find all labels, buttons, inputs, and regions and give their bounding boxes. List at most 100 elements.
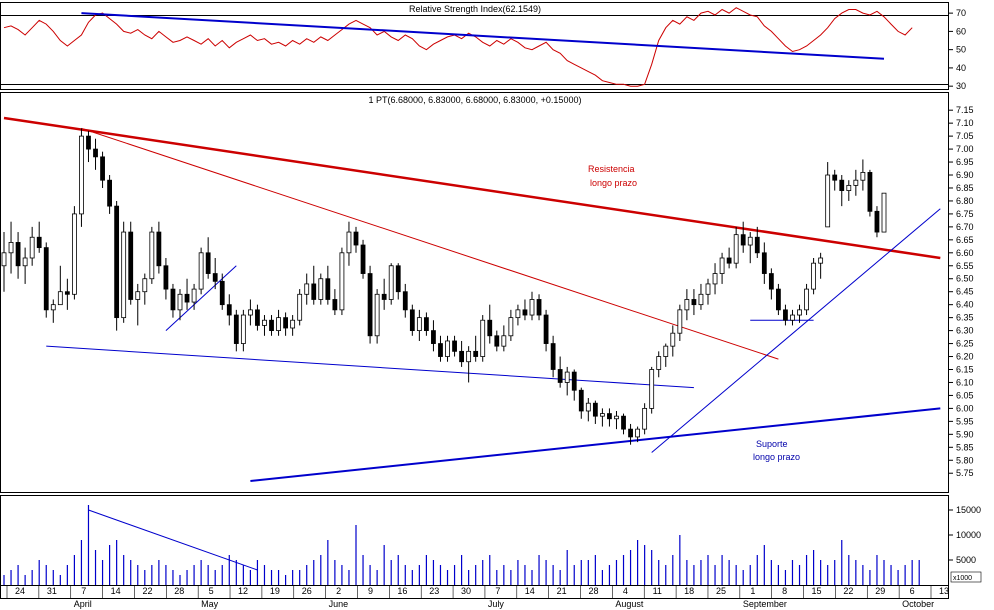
resistance-annotation-line2: longo prazo — [590, 178, 637, 188]
x-month-label: July — [488, 599, 505, 609]
candle-body — [149, 231, 155, 280]
x-tick-label: 11 — [653, 586, 662, 596]
candle-body — [494, 335, 500, 347]
candle-body — [255, 309, 260, 326]
price-tick-label: 6.85 — [956, 183, 974, 193]
small-channel-line — [165, 265, 237, 331]
candle-body — [557, 369, 563, 383]
price-panel-frame — [0, 92, 949, 493]
x-tick-label: 7 — [495, 586, 500, 596]
x-tick-label: 14 — [111, 586, 121, 596]
candle-body — [205, 252, 211, 274]
candle-body — [135, 291, 141, 300]
candle-body — [142, 278, 148, 293]
price-tick-label: 7.05 — [956, 131, 974, 141]
price-tick-label: 6.75 — [956, 209, 974, 219]
candle-body — [64, 291, 70, 295]
x-tick-label: 22 — [843, 586, 853, 596]
price-tick-label: 6.60 — [956, 248, 974, 258]
volume-trend-line — [88, 509, 258, 571]
candle-body — [881, 192, 887, 233]
support-annotation-line2: longo prazo — [753, 452, 800, 462]
candle-body — [811, 262, 816, 290]
candle-body — [184, 293, 190, 303]
volume-unit-label: x1000 — [953, 575, 972, 582]
price-axis: 7.15 7.10 7.05 7.00 6.95 6.90 6.85 6.80 6.75 6.70… — [949, 105, 974, 478]
candle-body — [311, 283, 317, 300]
candle-body — [818, 257, 824, 264]
candle-body — [304, 283, 310, 295]
price-tick-label: 6.20 — [956, 352, 974, 362]
candle-body — [600, 413, 605, 417]
x-tick-label: 25 — [716, 586, 726, 596]
rsi-tick-label: 40 — [956, 63, 966, 73]
candle-body — [684, 299, 690, 311]
candle-body — [564, 371, 570, 383]
candle-body — [346, 231, 352, 254]
candle-body — [768, 273, 774, 290]
price-tick-label: 6.50 — [956, 274, 974, 284]
rsi-title: Relative Strength Index(62.1549) — [409, 4, 541, 14]
candle-body — [43, 247, 49, 311]
x-tick-label: 30 — [461, 586, 471, 596]
volume-tick-label: 15000 — [956, 505, 981, 515]
candle-body — [107, 179, 112, 207]
price-title: 1 PT(6.68000, 6.83000, 6.68000, 6.83000,… — [369, 95, 582, 105]
price-tick-label: 6.25 — [956, 339, 974, 349]
candle-body — [22, 257, 28, 267]
candle-body — [247, 309, 253, 316]
candle-body — [353, 231, 359, 246]
candle-body — [677, 309, 683, 334]
candle-body — [416, 317, 422, 332]
price-tick-label: 6.70 — [956, 222, 974, 232]
candle-body — [374, 293, 380, 337]
candle-body — [705, 283, 711, 295]
rsi-panel-frame — [0, 2, 949, 90]
price-tick-label: 7.10 — [956, 118, 974, 128]
candle-body — [621, 415, 626, 430]
candle-body — [438, 343, 443, 357]
candle-body — [726, 257, 732, 264]
candle-body — [832, 174, 838, 181]
candle-body — [163, 265, 169, 290]
candle-body — [269, 319, 274, 332]
x-tick-label: 14 — [525, 586, 535, 596]
candle-body — [262, 319, 267, 326]
price-tick-label: 6.05 — [956, 390, 974, 400]
candle-body — [367, 273, 373, 337]
candle-body — [860, 172, 866, 181]
volume-axis: 15000 10000 5000 — [949, 505, 981, 565]
x-tick-label: 16 — [397, 586, 407, 596]
x-tick-label: 21 — [557, 586, 567, 596]
candle-body — [649, 369, 655, 409]
candle-body — [571, 371, 577, 391]
candle-body — [853, 179, 859, 186]
trend-lines — [3, 12, 941, 571]
volume-tick-label: 5000 — [956, 555, 976, 565]
candle-body — [409, 309, 415, 331]
candle-body — [754, 236, 760, 254]
candle-body — [93, 148, 98, 158]
price-tick-label: 6.80 — [956, 196, 974, 206]
candle-body — [86, 135, 91, 150]
candle-body — [804, 288, 809, 311]
x-tick-label: 4 — [623, 586, 628, 596]
candle-body — [691, 299, 697, 306]
resistance-long-term-line — [3, 116, 941, 260]
support-long-term-line — [250, 407, 941, 482]
x-month-label: June — [329, 599, 349, 609]
price-tick-label: 6.55 — [956, 261, 974, 271]
candle-body — [114, 205, 120, 319]
x-tick-label: 18 — [684, 586, 694, 596]
candle-body — [867, 172, 873, 212]
price-tick-label: 6.40 — [956, 300, 974, 310]
x-tick-label: 19 — [270, 586, 280, 596]
candle-body — [783, 309, 788, 321]
candle-body — [747, 236, 753, 246]
x-tick-label: 12 — [238, 586, 248, 596]
x-tick-label: 1 — [750, 586, 755, 596]
candle-body — [388, 265, 394, 300]
candle-body — [290, 319, 296, 329]
candle-body — [297, 293, 303, 321]
